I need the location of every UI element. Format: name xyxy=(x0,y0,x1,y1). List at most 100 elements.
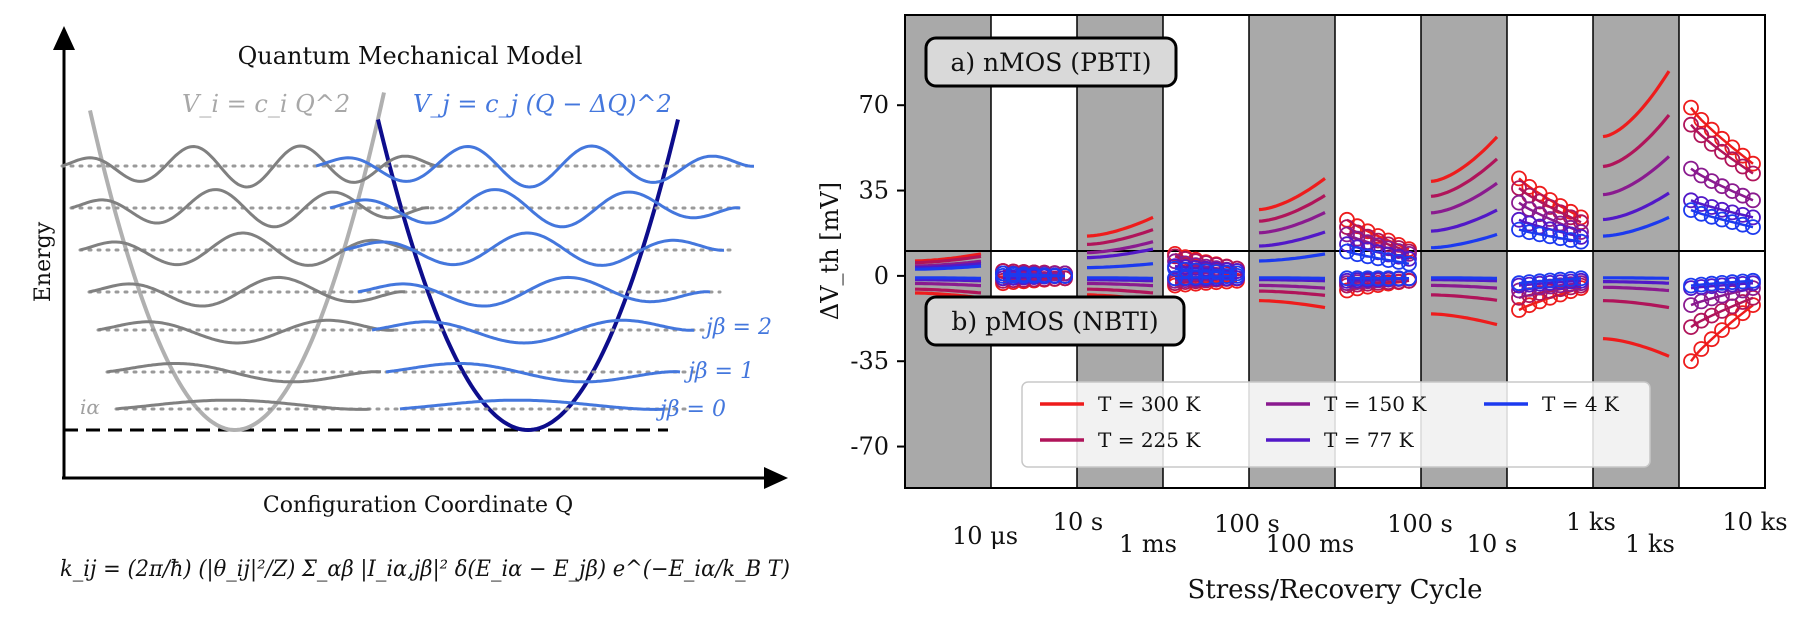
stress-curve xyxy=(1259,289,1326,297)
state-label-j-0: jβ = 0 xyxy=(655,397,726,422)
wavefunction-j xyxy=(329,188,741,229)
recovery-data-point xyxy=(1693,205,1710,222)
recovery-data-point xyxy=(1693,127,1710,144)
stress-curve xyxy=(1431,276,1497,280)
x-tick-label: 1 ks xyxy=(1625,530,1675,558)
recovery-data-point xyxy=(1573,224,1589,240)
stress-curve xyxy=(1431,293,1498,302)
recovery-data-point xyxy=(1693,112,1710,128)
stress-curve xyxy=(1086,228,1154,246)
potential-j-label: V_j = c_j (Q − ΔQ)^2 xyxy=(413,90,672,118)
recovery-data-point xyxy=(1401,245,1417,262)
recovery-data-point xyxy=(1511,302,1527,318)
x-tick-label: 10 s xyxy=(1467,530,1517,558)
recovery-data-point xyxy=(1703,208,1720,225)
recovery-fit-line xyxy=(1346,250,1410,265)
recovery-data-point xyxy=(1724,285,1741,301)
recovery-data-point xyxy=(1714,322,1730,339)
y-tick-label: -70 xyxy=(850,433,889,461)
recovery-data-point xyxy=(1521,297,1538,314)
wavefunction-j xyxy=(385,362,681,384)
recovery-data-point xyxy=(1734,187,1751,204)
stress-curve xyxy=(1258,211,1326,235)
coordinate-axis-label: Configuration Coordinate Q xyxy=(263,493,573,518)
recovery-data-point xyxy=(1734,206,1751,223)
quantum-model-diagram: Quantum Mechanical Model Energy Configur… xyxy=(31,26,790,582)
stress-curve xyxy=(1430,135,1499,183)
y-axis-ticks: 70 35 0 -35 -70 xyxy=(850,91,905,461)
stress-curve xyxy=(1430,208,1498,233)
recovery-fit-line xyxy=(1518,228,1582,243)
recovery-data-point xyxy=(1703,135,1720,152)
stress-curve xyxy=(915,262,982,270)
stress-curve xyxy=(1430,157,1499,198)
stress-curve xyxy=(1086,240,1154,255)
stress-curve xyxy=(1602,215,1670,238)
recovery-data-point xyxy=(1714,302,1730,319)
y-tick-label: 35 xyxy=(858,177,889,205)
recovery-data-point xyxy=(1745,165,1761,182)
stress-curve xyxy=(1258,299,1326,310)
recovery-fit-line xyxy=(1174,255,1238,270)
legend: T = 300 K T = 225 K T = 150 K T = 77 K T = 4… xyxy=(1021,381,1651,468)
recovery-data-point xyxy=(1683,202,1699,219)
state-label-j-2: jβ = 2 xyxy=(701,315,772,340)
recovery-data-point xyxy=(1745,155,1761,172)
wavefunction-i xyxy=(79,231,419,267)
stress-curve xyxy=(1431,278,1498,283)
recovery-fit-line xyxy=(1690,199,1754,219)
state-label-i: iα xyxy=(80,395,100,419)
x-axis-label: Stress/Recovery Cycle xyxy=(1187,575,1482,605)
recovery-data-point xyxy=(1511,170,1527,187)
y-tick-label: 70 xyxy=(858,91,889,119)
stress-curve xyxy=(915,259,982,268)
stress-curve xyxy=(915,287,982,295)
recovery-fit-line xyxy=(1518,187,1582,224)
recovery-data-point xyxy=(1724,214,1741,231)
recovery-data-point xyxy=(1683,353,1699,370)
nmos-label-box xyxy=(924,36,1178,88)
stress-curve xyxy=(1087,281,1154,288)
stress-curve xyxy=(915,281,982,288)
recovery-data-point xyxy=(1683,116,1699,133)
recovery-data-point xyxy=(1714,178,1730,195)
legend-label: T = 4 K xyxy=(1542,392,1620,416)
stress-curve xyxy=(915,276,981,280)
recovery-data-point xyxy=(1511,221,1527,238)
recovery-data-point xyxy=(1714,130,1730,147)
recovery-fit-line xyxy=(1174,264,1238,273)
recovery-data-point xyxy=(1724,183,1741,200)
recovery-data-point xyxy=(1714,211,1730,228)
stress-curve xyxy=(1602,299,1670,310)
recovery-data-point xyxy=(1531,226,1548,243)
coordinate-axis-arrow-icon xyxy=(764,467,788,489)
recovery-data-point xyxy=(1683,99,1699,116)
wavefunction-i xyxy=(106,362,382,384)
recovery-data-point xyxy=(1703,307,1720,324)
stress-curve xyxy=(1602,155,1671,197)
potential-i-label: V_i = c_i Q^2 xyxy=(182,90,350,118)
nmos-label: a) nMOS (PBTI) xyxy=(950,48,1151,77)
stress-curve xyxy=(1603,276,1669,280)
energy-axis-arrow-icon xyxy=(53,26,75,50)
recovery-fit-line xyxy=(1690,167,1754,202)
stress-curve xyxy=(915,254,982,265)
recovery-data-point xyxy=(1542,228,1558,245)
recovery-fit-line xyxy=(1690,296,1754,329)
recovery-data-point xyxy=(1349,246,1366,263)
legend-label: T = 150 K xyxy=(1324,392,1427,416)
recovery-fit-line xyxy=(1174,274,1238,280)
recovery-data-point xyxy=(1745,209,1761,226)
wavefunction-i xyxy=(88,275,406,308)
recovery-fit-line xyxy=(1690,281,1754,290)
recovery-data-point xyxy=(1683,192,1699,209)
diagram-title: Quantum Mechanical Model xyxy=(238,42,583,70)
stress-curve xyxy=(1602,191,1670,222)
x-tick-label: 1 ks xyxy=(1566,508,1616,536)
recovery-data-point xyxy=(1714,143,1730,160)
stress-curve xyxy=(1602,70,1671,139)
stress-curve xyxy=(1602,113,1671,169)
wavefunction-i xyxy=(115,398,371,411)
plot-frame xyxy=(904,14,1766,489)
